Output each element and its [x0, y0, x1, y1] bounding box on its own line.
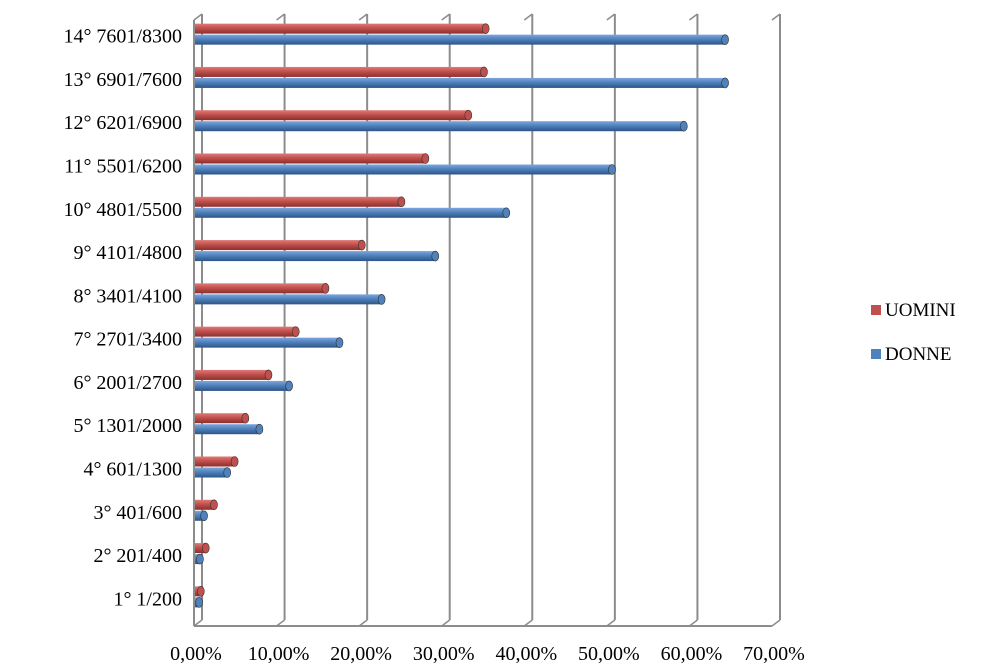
bar-uomini: [195, 412, 250, 424]
category-label: 3° 401/600: [93, 502, 182, 524]
category-label: 13° 6901/7600: [63, 69, 182, 91]
category-label: 4° 601/1300: [83, 459, 182, 481]
bar-donne: [195, 34, 729, 45]
x-tick-label: 40,00%: [495, 643, 557, 665]
category-label: 12° 6201/6900: [63, 112, 182, 134]
bar-uomini: [195, 499, 218, 511]
gridline-depth: [193, 13, 203, 21]
x-tick-label: 50,00%: [578, 643, 640, 665]
bar-uomini: [195, 196, 406, 208]
bar-donne: [195, 597, 203, 608]
gridline-depth: [688, 13, 698, 21]
bar-uomini: [195, 23, 490, 34]
x-tick-labels: 0,00% 10,00% 20,00% 30,00% 40,00% 50,00% 60,00…: [170, 643, 805, 665]
bar-donne: [195, 467, 232, 478]
bar-uomini: [195, 239, 366, 251]
x-tick-label: 30,00%: [413, 643, 475, 665]
legend-swatch: [871, 305, 881, 315]
bar-uomini: [195, 542, 210, 554]
x-tick-label: 10,00%: [248, 643, 310, 665]
legend-label: DONNE: [885, 344, 952, 365]
gridline-depth: [276, 13, 286, 21]
bar-donne: [195, 207, 511, 219]
bar-donne: [195, 250, 440, 262]
gridline-depth: [358, 13, 368, 21]
category-label: 5° 1301/2000: [73, 415, 182, 437]
category-label: 11° 5501/6200: [64, 156, 182, 178]
bar-donne: [195, 337, 344, 348]
bar-donne: [195, 510, 208, 522]
bar-uomini: [195, 153, 430, 164]
bar-donne: [195, 380, 293, 392]
gridline-depth: [606, 13, 616, 21]
category-label: 14° 7601/8300: [63, 26, 182, 48]
x-tick-label: 0,00%: [170, 643, 222, 665]
x-tick-label: 70,00%: [743, 643, 805, 665]
category-label: 9° 4101/4800: [73, 242, 182, 264]
bar-uomini: [195, 369, 273, 381]
bar-donne: [195, 77, 729, 89]
category-label: 2° 201/400: [93, 545, 182, 567]
category-label: 7° 2701/3400: [73, 329, 182, 351]
category-label: 1° 1/200: [113, 588, 182, 610]
bar-donne: [195, 423, 264, 435]
x-tick-label: 20,00%: [330, 643, 392, 665]
gridline-depth: [771, 619, 781, 627]
bar-donne: [195, 164, 616, 175]
x-tick-label: 60,00%: [661, 643, 723, 665]
legend-swatch: [871, 349, 881, 359]
bar-uomini: [195, 456, 239, 467]
gridlines: [193, 13, 781, 627]
bar-donne: [195, 294, 386, 305]
bar-uomini: [195, 283, 330, 294]
bar-uomini: [195, 109, 473, 121]
category-label: 8° 3401/4100: [73, 285, 182, 307]
legend-label: UOMINI: [885, 300, 956, 321]
gridline-depth: [771, 13, 781, 21]
gridline-depth: [441, 13, 451, 21]
category-labels: 1° 1/200 2° 201/400 3° 401/600 4° 601/1300 5…: [63, 26, 182, 611]
bars: [195, 23, 729, 608]
category-label: 6° 2001/2700: [73, 372, 182, 394]
bar-uomini: [195, 586, 205, 597]
bar-uomini: [195, 66, 488, 78]
gridline-depth: [523, 13, 533, 21]
bar-donne: [195, 553, 204, 565]
category-label: 10° 4801/5500: [63, 199, 182, 221]
bar-donne: [195, 120, 688, 132]
bar-uomini: [195, 326, 300, 337]
legend: UOMINI DONNE: [871, 300, 956, 365]
